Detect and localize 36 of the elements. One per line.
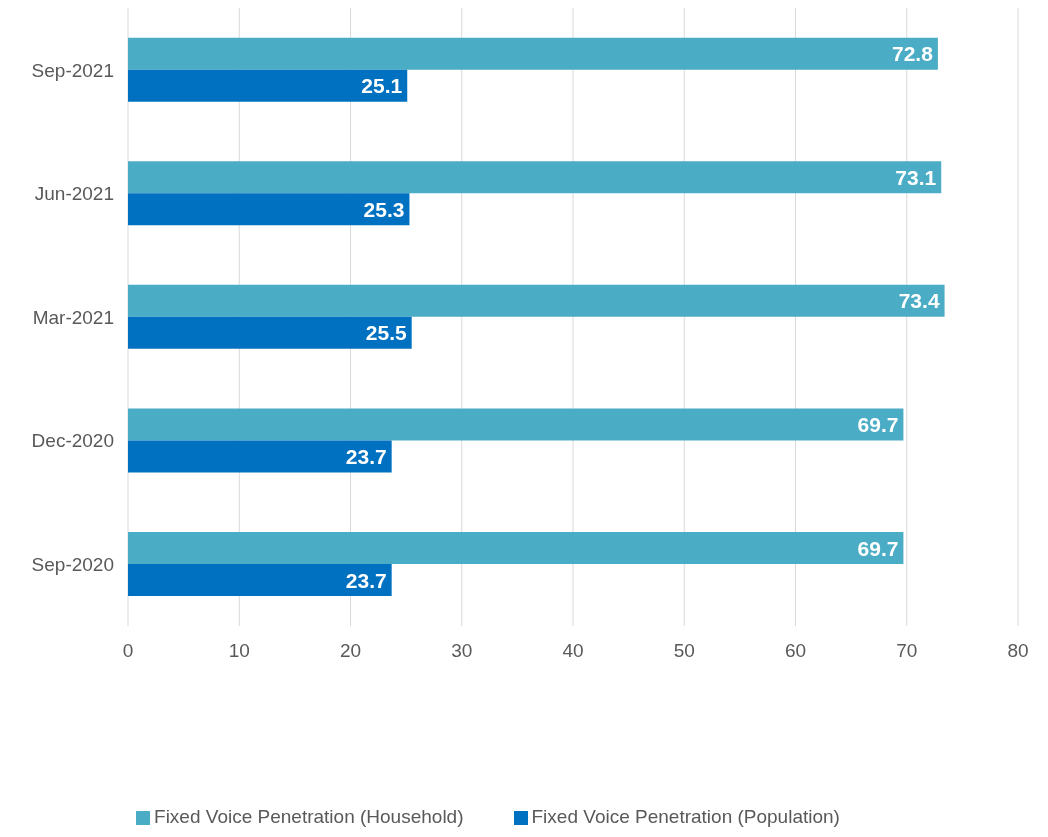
bar [128,440,392,473]
legend-label: Fixed Voice Penetration (Household) [154,806,464,827]
bar [128,564,392,597]
y-tick-label: Mar-2021 [32,306,114,328]
data-label: 72.8 [892,42,934,66]
x-tick-label: 0 [122,640,134,662]
y-tick-label: Sep-2020 [31,553,114,575]
x-tick-label: 10 [228,640,250,662]
x-tick-label: 30 [451,640,473,662]
data-label: 73.4 [898,289,940,313]
x-tick-label: 60 [784,640,807,662]
bar [128,284,945,317]
bar [128,161,942,194]
data-label: 73.1 [895,165,937,189]
data-label: 23.7 [345,568,387,592]
x-tick-label: 80 [1007,640,1029,662]
legend-label: Fixed Voice Penetration (Population) [531,806,840,827]
bar [128,69,408,102]
bar [128,37,938,70]
data-label: 69.7 [857,412,899,436]
data-label: 25.3 [363,197,405,221]
bar [128,316,412,349]
data-label: 25.1 [361,74,403,98]
bar [128,532,904,565]
y-tick-label: Jun-2021 [34,183,114,205]
x-tick-label: 20 [339,640,362,662]
data-label: 23.7 [345,444,387,468]
bar [128,408,904,441]
y-tick-label: Dec-2020 [31,430,114,452]
y-tick-label: Sep-2021 [31,59,114,81]
data-label: 69.7 [857,536,899,560]
x-tick-label: 40 [562,640,584,662]
x-tick-label: 50 [673,640,695,662]
x-tick-label: 70 [896,640,918,662]
bar [128,193,410,226]
data-label: 25.5 [365,321,408,345]
